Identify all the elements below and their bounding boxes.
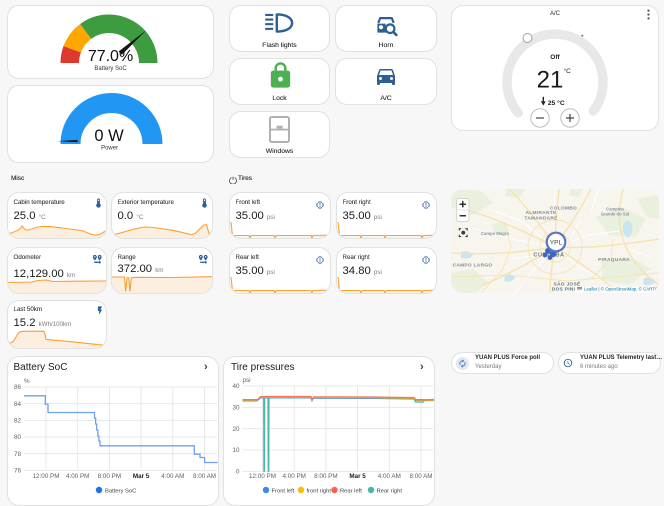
svg-text:4:00 AM: 4:00 AM (378, 473, 401, 480)
svg-text:Leaflet | © OpenStreetMap, © C: Leaflet | © OpenStreetMap, © CARTO (584, 286, 659, 291)
svg-text:8:00 PM: 8:00 PM (98, 473, 121, 480)
svg-text:Power: Power (101, 146, 118, 152)
svg-text:0: 0 (236, 469, 240, 476)
svg-text:4:00 PM: 4:00 PM (282, 473, 305, 480)
svg-text:84: 84 (14, 401, 22, 408)
svg-text:8:00 AM: 8:00 AM (409, 473, 432, 480)
svg-text:Mar 5: Mar 5 (349, 473, 366, 480)
svg-text:Front left: Front left (272, 488, 295, 494)
svg-text:COLOMBO: COLOMBO (550, 206, 577, 212)
svg-text:Campo Magro: Campo Magro (481, 231, 509, 236)
svg-text:°C: °C (564, 67, 572, 75)
svg-text:40: 40 (232, 383, 240, 390)
svg-text:CAMPO LARGO: CAMPO LARGO (453, 263, 493, 269)
svg-text:Rear left: Rear left (340, 488, 362, 494)
svg-text:0 W: 0 W (94, 127, 124, 145)
svg-text:YPL: YPL (550, 240, 563, 247)
svg-text:Mar 5: Mar 5 (133, 473, 150, 480)
svg-text:front right: front right (307, 488, 332, 494)
svg-text:Campina: Campina (606, 207, 624, 212)
svg-text:DOS PINI: DOS PINI (552, 287, 576, 293)
svg-text:82: 82 (14, 418, 22, 425)
svg-text:12:00 PM: 12:00 PM (33, 473, 60, 480)
svg-text:12:00 PM: 12:00 PM (249, 473, 276, 480)
svg-text:86: 86 (14, 384, 22, 391)
svg-text:80: 80 (14, 434, 22, 441)
svg-text:10: 10 (232, 447, 240, 454)
svg-text:8:00 AM: 8:00 AM (193, 473, 216, 480)
svg-text:Battery SoC: Battery SoC (94, 66, 127, 72)
svg-text:4:00 AM: 4:00 AM (161, 473, 184, 480)
svg-text:25 °C: 25 °C (548, 99, 565, 107)
svg-text:20: 20 (232, 426, 240, 433)
svg-text:SÃO JOSÉ: SÃO JOSÉ (554, 280, 581, 288)
svg-text:76: 76 (14, 468, 22, 475)
svg-text:8:00 PM: 8:00 PM (314, 473, 337, 480)
svg-text:Rear right: Rear right (377, 488, 403, 494)
svg-text:PIRAQUARA: PIRAQUARA (598, 257, 630, 263)
svg-text:30: 30 (232, 405, 240, 412)
svg-text:4:00 PM: 4:00 PM (66, 473, 89, 480)
svg-text:Battery SoC: Battery SoC (105, 488, 136, 494)
svg-text:psi: psi (243, 377, 251, 384)
svg-text:TAMANDARÉ: TAMANDARÉ (524, 214, 558, 222)
svg-text:%: % (24, 378, 30, 385)
svg-text:ALMIRANTE: ALMIRANTE (526, 210, 557, 216)
svg-text:Off: Off (550, 54, 560, 61)
svg-text:78: 78 (14, 451, 22, 458)
svg-text:Grande do Sul: Grande do Sul (601, 212, 630, 217)
svg-text:21: 21 (537, 67, 564, 94)
svg-text:77.0%: 77.0% (88, 48, 133, 65)
